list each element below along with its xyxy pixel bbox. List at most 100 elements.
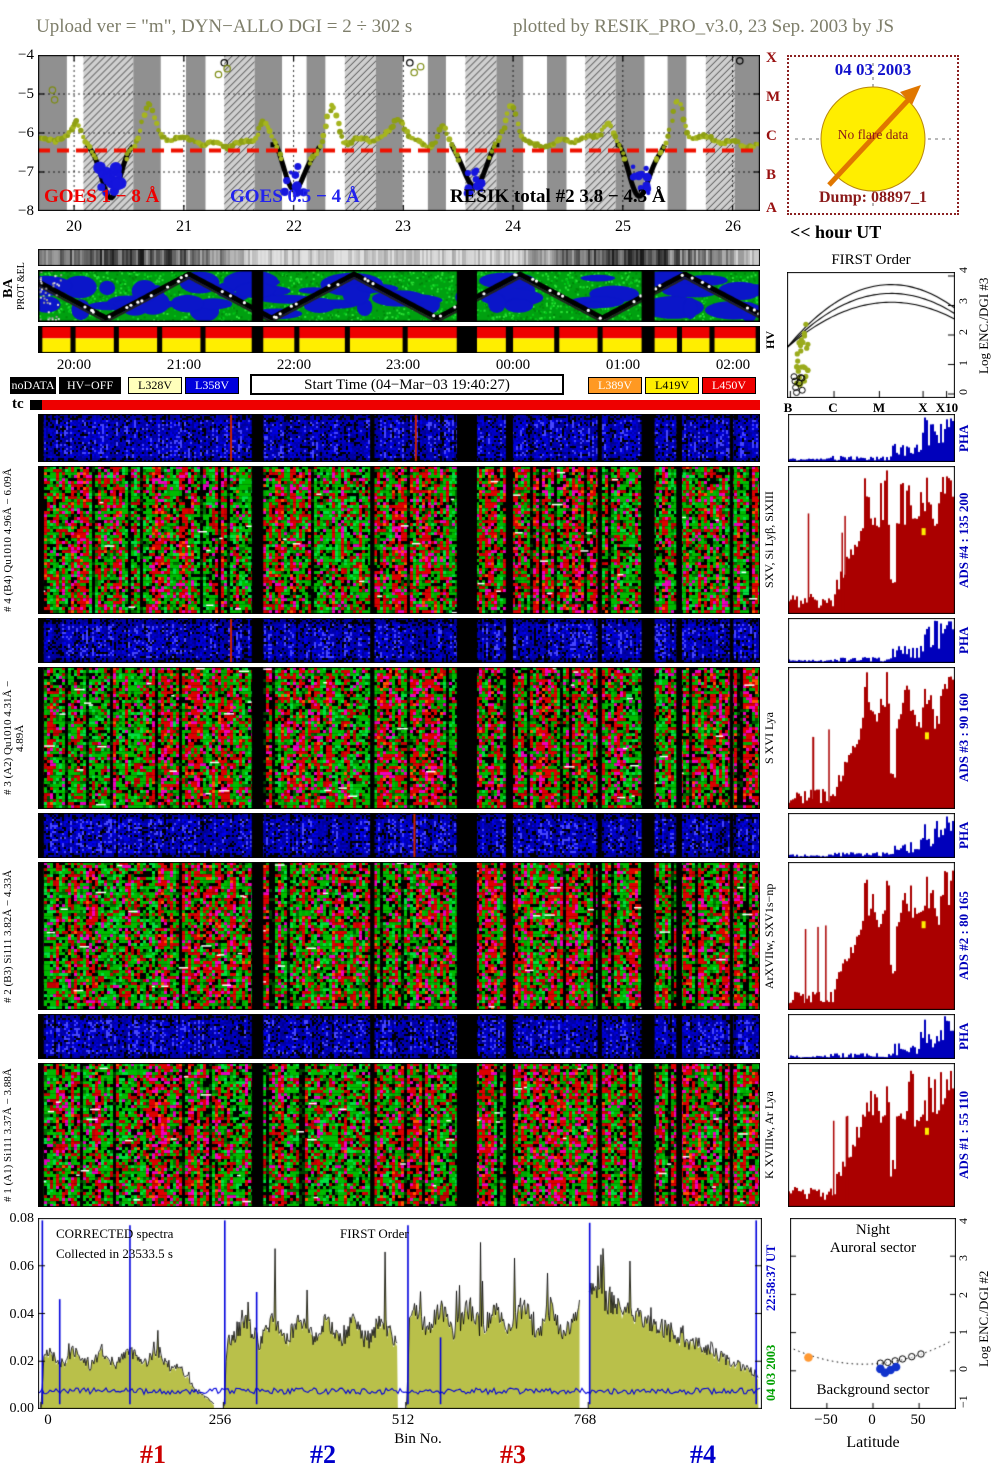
legend-l328v: L328V [128,377,182,394]
goes-05-4-label: GOES 0.5 − 4 Å [230,186,360,207]
goes-1-8-label: GOES 1 − 8 Å [44,186,160,207]
pha-histogram-1 [788,1014,955,1059]
pha1-label: PHA [956,1022,971,1051]
goes-class-b: B [766,167,777,183]
sector-ytick: −1 [956,1395,970,1409]
start-time-box: Start Time (04−Mar−03 19:40:27) [250,374,564,395]
legend-l450v: L450V [702,377,756,394]
fo-ytick: 1 [956,360,970,366]
ads1-label: ADS #1 : 55 110 [956,1090,971,1180]
pha-spectrogram-4 [38,414,760,462]
fo-ytick: 3 [956,298,970,304]
order-note: FIRST Order [340,1226,409,1241]
time-tick: 23:00 [385,357,421,373]
ads-histogram-3 [788,667,955,809]
detector4-lines-label: SXV, Si Lyβ, SiXIII [762,491,776,589]
flare-arrow [827,95,913,187]
auroral-sector-label: Auroral sector [829,1240,917,1256]
spectrum-time-stamp: 22:58:37 UT [764,1244,778,1312]
sun-disk-graphic [795,63,951,207]
channel-tag-2: #2 [310,1440,336,1469]
lat-xtick: −50 [814,1412,838,1428]
fo-ytick: 2 [956,329,970,335]
particle-intensity-strip [38,249,760,266]
goes-xtick: 21 [176,218,192,235]
spec-xtick: 512 [391,1412,415,1428]
goes-xtick: 25 [615,218,631,235]
legend-nodata: noDATA [10,377,56,394]
time-tick: 20:00 [56,357,92,373]
resik-total-label: RESIK total #2 3.8 − 4.3 Å [450,186,666,207]
goes-ytick: −8 [18,203,34,219]
night-label: Night [855,1222,891,1238]
detector1-axis-label: # 1 (A1) Si111 3.37Å − 3.88Å [2,1068,14,1202]
goes-class-a: A [766,200,777,216]
lat-xtick: 50 [910,1412,926,1428]
pha-spectrogram-3 [38,618,760,663]
goes-ytick: −5 [18,86,34,102]
resik-spectrogram-4 [38,466,760,614]
background-sector-label: Background sector [816,1382,930,1398]
goes-xtick: 26 [725,218,741,235]
goes-ytick: −7 [18,164,34,180]
fo-xtick-c: C [828,400,838,415]
time-tick: 00:00 [495,357,531,373]
sector-ytick: 0 [956,1366,970,1372]
spec-xtick: 768 [573,1412,597,1428]
resik-spectrogram-1 [38,1063,760,1207]
spectrum-date-stamp: 04 03 2003 [764,1344,778,1402]
first-order-chart [787,272,955,398]
goes-ytick: −6 [18,125,34,141]
fo-ylabel: Log ENC./DGI #3 [976,277,991,375]
hour-ut-label: << hour UT [790,222,882,242]
pha-histogram-4 [788,414,955,462]
page-title: Upload ver = "m", DYN−ALLO DGI = 2 ÷ 302… [36,16,413,37]
goes-class-x: X [766,50,777,66]
fo-xtick-x10: X10 [935,400,959,415]
ads4-label: ADS #4 : 135 200 [956,492,971,588]
prot-el-label: PROT &EL [16,262,27,310]
legend-l419v: L419V [645,377,699,394]
page-subtitle: plotted by RESIK_PRO_v3.0, 23 Sep. 2003 … [513,16,895,37]
pha-spectrogram-1 [38,1014,760,1059]
spec-ytick: 0.06 [9,1259,35,1274]
ads-histogram-2 [788,862,955,1010]
goes-class-c: C [766,128,777,144]
spec-xtick: 0 [44,1412,52,1428]
time-tick: 22:00 [276,357,312,373]
latitude-sector-chart [790,1218,956,1409]
detector3-axis-label: # 3 (A2) Qu1010 4.31Å − 4.89Å [2,680,26,796]
goes-lightcurve-chart [38,55,760,211]
fo-xtick-b: B [783,400,793,415]
first-order-title: FIRST Order [831,252,911,268]
ads3-label: ADS #3 : 90 160 [956,693,971,783]
orbit-prot-el-strip [38,270,760,322]
fo-xtick-x: X [918,400,928,415]
flare-location-panel: 04 03 2003 No flare data Dump: 08897_1 [787,55,959,215]
ads-histogram-1 [788,1063,955,1207]
goes-class-m: M [766,89,781,105]
detector2-axis-label: # 2 (B3) Si111 3.82Å − 4.33Å [2,869,14,1003]
resik-spectrogram-3 [38,667,760,809]
detector4-axis-label: # 4 (B4) Qu1010 4.96Å − 6.09Å [2,468,14,612]
time-tick: 02:00 [715,357,751,373]
goes-xtick: 24 [505,218,521,235]
pha2-label: PHA [956,821,971,850]
pha-spectrogram-2 [38,813,760,858]
ba-label: BA [1,278,16,298]
bin-axis-label: Bin No. [394,1431,442,1447]
fo-ytick: 0 [956,389,970,395]
corrected-spectra-chart [38,1218,762,1409]
sector-ytick: 4 [956,1218,970,1224]
corrected-note: CORRECTED spectra [56,1226,174,1241]
channel-tag-1: #1 [140,1440,166,1469]
dump-id: Dump: 08897_1 [818,189,927,206]
latitude-axis-label: Latitude [846,1434,900,1451]
goes-ytick: −4 [18,47,34,63]
flare-date: 04 03 2003 [834,60,912,79]
tc-bar [42,400,760,410]
resik-spectrogram-2 [38,862,760,1010]
legend-l389v: L389V [588,377,642,394]
channel-tag-4: #4 [690,1440,716,1469]
